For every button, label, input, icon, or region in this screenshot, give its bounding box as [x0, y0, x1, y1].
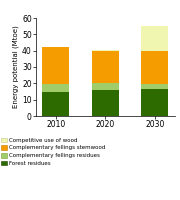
Bar — [92, 50, 119, 51]
Bar — [92, 83, 119, 90]
Bar — [141, 89, 168, 116]
Bar — [42, 92, 69, 116]
Bar — [92, 90, 119, 116]
Bar — [141, 26, 168, 51]
Bar — [141, 84, 168, 89]
Bar — [141, 51, 168, 84]
Legend: Competitive use of wood, Complementary fellings stemwood, Complementary fellings: Competitive use of wood, Complementary f… — [0, 136, 106, 167]
Bar — [42, 84, 69, 92]
Bar — [92, 51, 119, 83]
Bar — [42, 47, 69, 84]
Y-axis label: Energy potential (Mtoe): Energy potential (Mtoe) — [13, 26, 19, 108]
